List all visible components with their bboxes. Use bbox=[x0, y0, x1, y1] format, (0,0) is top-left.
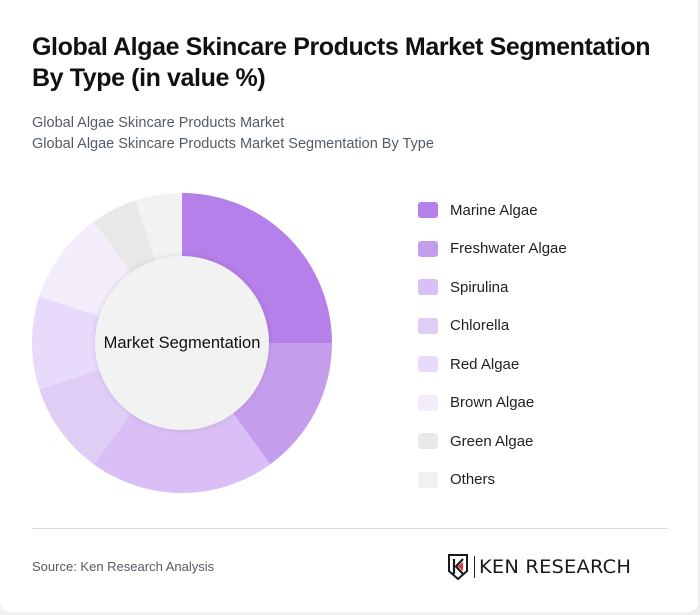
legend-label: Chlorella bbox=[450, 317, 510, 334]
legend-swatch bbox=[418, 394, 438, 411]
legend-item-green-algae[interactable]: Green Algae bbox=[418, 430, 567, 452]
legend-label: Brown Algae bbox=[450, 394, 535, 411]
legend-item-marine-algae[interactable]: Marine Algae bbox=[418, 199, 567, 221]
legend-label: Others bbox=[450, 471, 496, 488]
legend-item-spirulina[interactable]: Spirulina bbox=[418, 276, 567, 298]
legend-label: Marine Algae bbox=[450, 201, 538, 219]
subtitle-line-2: Global Algae Skincare Products Market Se… bbox=[32, 136, 434, 152]
ken-research-logo: KEN RESEARCH bbox=[447, 553, 632, 581]
legend-item-brown-algae[interactable]: Brown Algae bbox=[418, 392, 567, 414]
legend-swatch bbox=[418, 433, 438, 449]
donut-slice-green-algae[interactable] bbox=[93, 200, 158, 279]
legend-swatch bbox=[418, 471, 438, 488]
donut-center bbox=[95, 256, 269, 430]
legend-label: Green Algae bbox=[450, 432, 534, 450]
footer-divider bbox=[32, 528, 668, 529]
legend-item-freshwater-algae[interactable]: Freshwater Algae bbox=[418, 238, 567, 260]
ken-research-shield-icon bbox=[448, 554, 468, 580]
legend-swatch bbox=[418, 356, 438, 372]
donut-slice-red-algae[interactable] bbox=[32, 296, 106, 390]
chart-subtitle: Global Algae Skincare Products Market Gl… bbox=[32, 113, 434, 155]
legend-swatch bbox=[418, 279, 438, 295]
donut-slice-others[interactable] bbox=[135, 193, 182, 267]
subtitle-line-1: Global Algae Skincare Products Market bbox=[32, 115, 285, 131]
chart-title: Global Algae Skincare Products Market Se… bbox=[32, 33, 651, 92]
legend-swatch bbox=[418, 240, 438, 257]
donut-chart: Market Segmentation bbox=[32, 193, 332, 493]
legend-label: Spirulina bbox=[450, 278, 509, 296]
donut-slice-freshwater-algae[interactable] bbox=[229, 343, 332, 465]
legend-label: Freshwater Algae bbox=[450, 240, 567, 257]
legend-swatch bbox=[418, 317, 438, 334]
legend-swatch bbox=[418, 202, 438, 218]
legend-label: Red Algae bbox=[450, 355, 520, 373]
legend-item-chlorella[interactable]: Chlorella bbox=[418, 315, 567, 337]
donut-slice-spirulina[interactable] bbox=[93, 407, 271, 493]
logo-separator bbox=[474, 556, 475, 578]
logo-text: KEN RESEARCH bbox=[479, 556, 632, 578]
donut-slice-marine-algae[interactable] bbox=[182, 193, 332, 343]
legend-item-red-algae[interactable]: Red Algae bbox=[418, 353, 567, 375]
source-note: Source: Ken Research Analysis bbox=[32, 559, 215, 574]
center-label: Market Segmentation bbox=[103, 333, 261, 352]
legend: Marine Algae Freshwater Algae Spirulina … bbox=[418, 199, 567, 507]
donut-svg bbox=[32, 193, 332, 493]
legend-item-others[interactable]: Others bbox=[418, 469, 567, 491]
